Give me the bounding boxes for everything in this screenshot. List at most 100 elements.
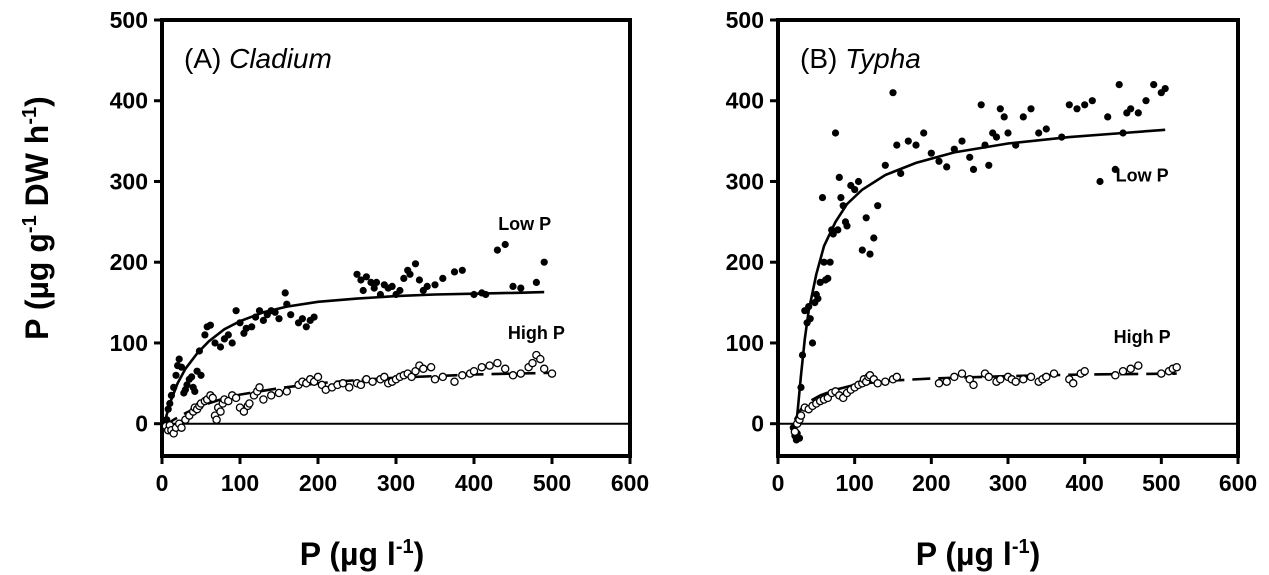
point-a-low-p-65	[415, 276, 423, 284]
point-b-low-p-57	[992, 133, 1001, 141]
point-a-high-p-54	[368, 377, 377, 386]
point-a-high-p-31	[245, 399, 254, 408]
point-a-high-p-7	[177, 423, 186, 432]
point-b-low-p-40	[889, 89, 897, 97]
series-label-a-high-p: High P	[508, 323, 565, 343]
x-axis-title-b-close: )	[1030, 536, 1041, 572]
x-tick-label-a-600: 600	[611, 470, 649, 496]
point-b-high-p-0	[790, 427, 800, 437]
x-tick-label-b-500: 500	[1142, 470, 1180, 496]
point-a-low-p-76	[501, 240, 509, 249]
x-tick-label-a-300: 300	[377, 470, 415, 496]
point-b-low-p-34	[858, 246, 866, 254]
point-a-low-p-45	[302, 323, 310, 331]
point-a-low-p-54	[372, 278, 381, 286]
point-a-high-p-73	[469, 366, 479, 376]
point-b-high-p-3	[796, 411, 806, 420]
point-b-low-p-38	[874, 202, 882, 210]
point-a-low-p-52	[367, 278, 375, 286]
point-b-low-p-75	[1119, 129, 1127, 137]
point-a-low-p-68	[431, 281, 439, 289]
point-a-low-p-33	[252, 313, 260, 321]
point-b-low-p-36	[866, 250, 874, 258]
x-tick-label-b-300: 300	[989, 470, 1027, 496]
x-axis-title-a-main: P (µg l	[300, 536, 396, 572]
point-b-low-p-47	[935, 157, 943, 165]
point-a-high-p-50	[344, 383, 354, 392]
plot-frame-a	[160, 18, 632, 458]
point-a-low-p-16	[191, 387, 199, 395]
point-b-low-p-53	[977, 101, 985, 109]
point-a-low-p-5	[170, 383, 178, 391]
point-a-high-p-25	[224, 396, 233, 406]
point-a-low-p-26	[224, 331, 232, 339]
point-a-high-p-71	[458, 371, 467, 380]
point-a-low-p-55	[376, 290, 384, 299]
point-a-high-p-36	[266, 391, 276, 400]
point-b-high-p-49	[1068, 379, 1078, 388]
point-a-high-p-29	[239, 407, 249, 416]
y-tick-label-a-100: 100	[110, 330, 148, 356]
point-a-high-p-77	[500, 364, 510, 374]
fit-line-b-low-p	[793, 128, 1166, 441]
point-a-high-p-56	[380, 372, 389, 382]
y-tick-label-b-200: 200	[726, 249, 764, 275]
point-b-low-p-80	[1150, 81, 1158, 89]
point-a-high-p-85	[547, 369, 557, 378]
point-a-high-p-34	[255, 383, 264, 392]
point-b-low-p-46	[927, 149, 935, 157]
point-b-low-p-50	[958, 137, 966, 145]
point-b-low-p-5	[795, 434, 804, 442]
x-tick-label-a-400: 400	[455, 470, 493, 496]
point-a-high-p-27	[231, 393, 241, 403]
point-b-low-p-12	[808, 339, 817, 347]
point-b-low-p-11	[806, 315, 814, 323]
y-axis-title-sup-2: -1	[19, 107, 41, 125]
point-a-low-p-41	[283, 300, 291, 308]
point-a-low-p-48	[353, 270, 361, 278]
point-a-high-p-38	[282, 387, 292, 396]
point-a-low-p-49	[357, 276, 365, 284]
point-a-low-p-79	[532, 278, 541, 286]
point-b-low-p-27	[837, 194, 845, 202]
point-a-low-p-42	[287, 311, 295, 319]
point-a-low-p-22	[206, 321, 214, 329]
point-b-high-p-26	[881, 377, 890, 386]
point-b-high-p-55	[1134, 361, 1143, 370]
point-b-low-p-51	[966, 153, 974, 161]
point-b-high-p-38	[996, 375, 1005, 384]
point-b-low-p-73	[1111, 165, 1119, 173]
panel-species-a: Cladium	[229, 43, 332, 74]
y-tick-label-a-300: 300	[110, 168, 148, 194]
point-a-low-p-63	[406, 270, 414, 278]
x-tick-label-b-400: 400	[1065, 470, 1103, 496]
point-a-high-p-83	[536, 354, 545, 364]
point-b-low-p-25	[834, 226, 842, 234]
point-b-low-p-45	[920, 129, 928, 137]
point-a-high-p-35	[259, 395, 268, 404]
point-a-low-p-34	[255, 307, 264, 315]
point-a-high-p-70	[450, 377, 459, 386]
point-a-low-p-67	[423, 282, 431, 290]
point-a-high-p-78	[508, 371, 518, 380]
point-a-high-p-49	[338, 379, 348, 388]
point-a-low-p-75	[493, 246, 501, 254]
point-b-low-p-42	[897, 169, 905, 177]
point-a-low-p-19	[197, 371, 205, 379]
point-a-low-p-9	[177, 363, 186, 371]
x-tick-label-b-600: 600	[1219, 470, 1257, 496]
point-b-low-p-74	[1115, 81, 1123, 89]
point-a-high-p-75	[485, 361, 494, 370]
point-b-low-p-79	[1142, 97, 1150, 105]
point-b-low-p-52	[969, 165, 978, 173]
point-b-low-p-71	[1096, 177, 1104, 186]
point-a-high-p-79	[516, 369, 526, 378]
point-b-low-p-41	[893, 141, 901, 149]
y-tick-label-b-400: 400	[726, 88, 764, 114]
point-b-high-p-25	[873, 379, 882, 388]
point-b-high-p-41	[1011, 377, 1020, 386]
point-a-low-p-61	[400, 274, 408, 282]
point-a-high-p-63	[407, 372, 416, 382]
point-b-high-p-33	[965, 375, 974, 384]
series-label-b-low-p: Low P	[1116, 165, 1169, 185]
